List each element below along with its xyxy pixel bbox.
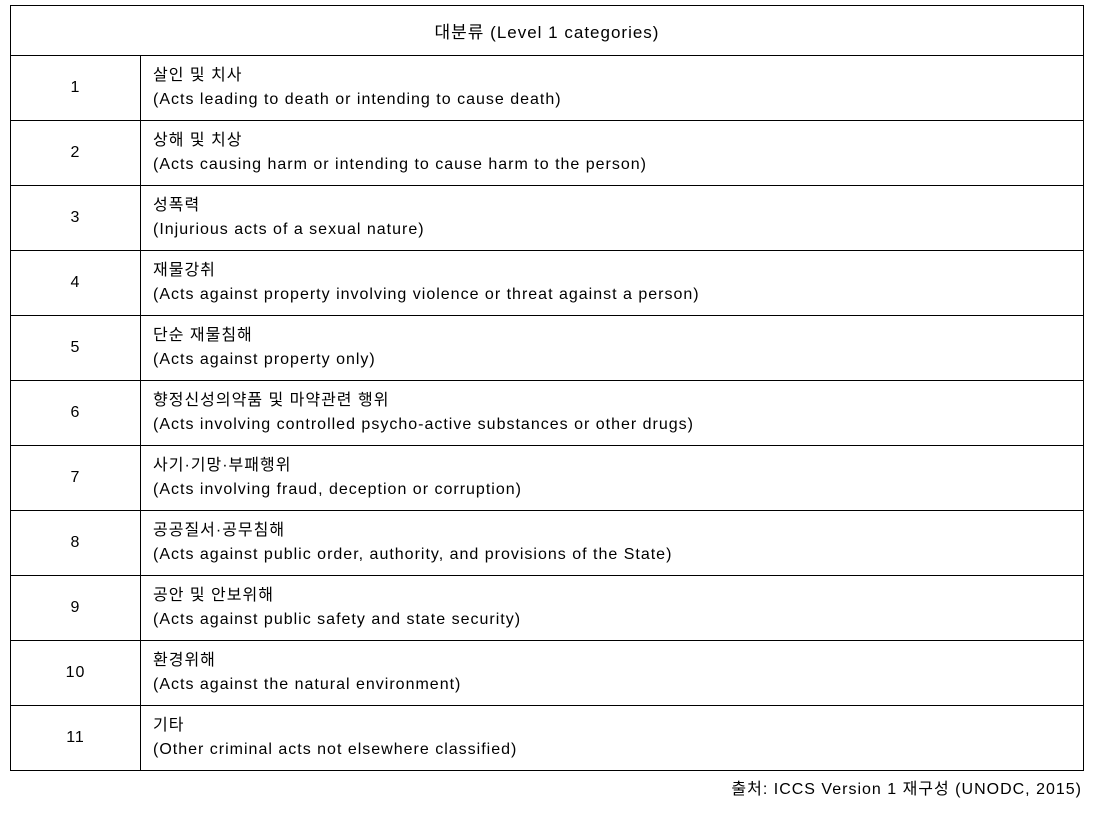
table-header-row: 대분류 (Level 1 categories) — [11, 6, 1084, 56]
english-label: (Acts leading to death or intending to c… — [153, 88, 1071, 112]
english-label: (Acts against property involving violenc… — [153, 283, 1071, 307]
korean-label: 사기·기망·부패행위 — [153, 454, 1071, 478]
table-row: 2 상해 및 치상 (Acts causing harm or intendin… — [11, 121, 1084, 186]
row-number: 11 — [11, 706, 141, 771]
row-description: 기타 (Other criminal acts not elsewhere cl… — [141, 706, 1084, 771]
row-description: 사기·기망·부패행위 (Acts involving fraud, decept… — [141, 446, 1084, 511]
korean-label: 기타 — [153, 714, 1071, 738]
korean-label: 공공질서·공무침해 — [153, 519, 1071, 543]
row-number: 6 — [11, 381, 141, 446]
row-number: 7 — [11, 446, 141, 511]
table-row: 9 공안 및 안보위해 (Acts against public safety … — [11, 576, 1084, 641]
table-row: 11 기타 (Other criminal acts not elsewhere… — [11, 706, 1084, 771]
table-header: 대분류 (Level 1 categories) — [11, 6, 1084, 56]
english-label: (Acts causing harm or intending to cause… — [153, 153, 1071, 177]
row-number: 4 — [11, 251, 141, 316]
korean-label: 재물강취 — [153, 259, 1071, 283]
english-label: (Acts against public safety and state se… — [153, 608, 1071, 632]
categories-table-container: 대분류 (Level 1 categories) 1 살인 및 치사 (Acts… — [10, 5, 1084, 799]
korean-label: 상해 및 치상 — [153, 129, 1071, 153]
row-description: 성폭력 (Injurious acts of a sexual nature) — [141, 186, 1084, 251]
row-number: 8 — [11, 511, 141, 576]
korean-label: 살인 및 치사 — [153, 64, 1071, 88]
english-label: (Acts against public order, authority, a… — [153, 543, 1071, 567]
row-description: 공공질서·공무침해 (Acts against public order, au… — [141, 511, 1084, 576]
row-description: 환경위해 (Acts against the natural environme… — [141, 641, 1084, 706]
table-row: 4 재물강취 (Acts against property involving … — [11, 251, 1084, 316]
table-row: 3 성폭력 (Injurious acts of a sexual nature… — [11, 186, 1084, 251]
english-label: (Injurious acts of a sexual nature) — [153, 218, 1071, 242]
english-label: (Acts against the natural environment) — [153, 673, 1071, 697]
english-label: (Other criminal acts not elsewhere class… — [153, 738, 1071, 762]
korean-label: 성폭력 — [153, 194, 1071, 218]
table-body: 1 살인 및 치사 (Acts leading to death or inte… — [11, 56, 1084, 771]
korean-label: 단순 재물침해 — [153, 324, 1071, 348]
row-description: 공안 및 안보위해 (Acts against public safety an… — [141, 576, 1084, 641]
source-citation: 출처: ICCS Version 1 재구성 (UNODC, 2015) — [10, 775, 1084, 799]
english-label: (Acts involving fraud, deception or corr… — [153, 478, 1071, 502]
row-description: 살인 및 치사 (Acts leading to death or intend… — [141, 56, 1084, 121]
row-number: 9 — [11, 576, 141, 641]
row-description: 재물강취 (Acts against property involving vi… — [141, 251, 1084, 316]
row-number: 10 — [11, 641, 141, 706]
row-number: 3 — [11, 186, 141, 251]
categories-table: 대분류 (Level 1 categories) 1 살인 및 치사 (Acts… — [10, 5, 1084, 771]
row-description: 상해 및 치상 (Acts causing harm or intending … — [141, 121, 1084, 186]
row-number: 1 — [11, 56, 141, 121]
korean-label: 환경위해 — [153, 649, 1071, 673]
table-row: 8 공공질서·공무침해 (Acts against public order, … — [11, 511, 1084, 576]
table-row: 10 환경위해 (Acts against the natural enviro… — [11, 641, 1084, 706]
table-row: 6 향정신성의약품 및 마약관련 행위 (Acts involving cont… — [11, 381, 1084, 446]
table-row: 1 살인 및 치사 (Acts leading to death or inte… — [11, 56, 1084, 121]
korean-label: 공안 및 안보위해 — [153, 584, 1071, 608]
table-row: 7 사기·기망·부패행위 (Acts involving fraud, dece… — [11, 446, 1084, 511]
row-number: 2 — [11, 121, 141, 186]
row-description: 단순 재물침해 (Acts against property only) — [141, 316, 1084, 381]
english-label: (Acts involving controlled psycho-active… — [153, 413, 1071, 437]
english-label: (Acts against property only) — [153, 348, 1071, 372]
row-number: 5 — [11, 316, 141, 381]
korean-label: 향정신성의약품 및 마약관련 행위 — [153, 389, 1071, 413]
table-row: 5 단순 재물침해 (Acts against property only) — [11, 316, 1084, 381]
row-description: 향정신성의약품 및 마약관련 행위 (Acts involving contro… — [141, 381, 1084, 446]
